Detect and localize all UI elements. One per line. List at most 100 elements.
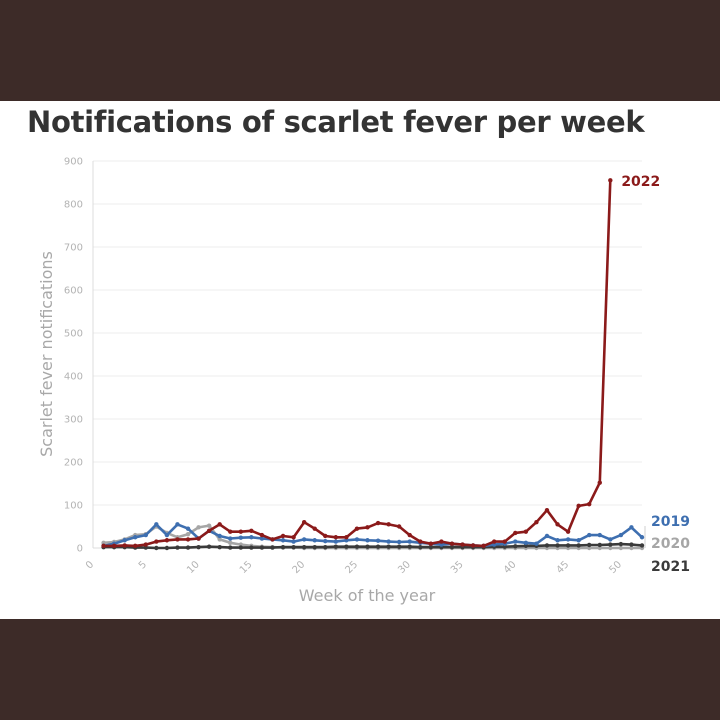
data-point — [365, 525, 370, 530]
data-point — [618, 532, 624, 538]
data-point — [133, 535, 138, 540]
data-point — [534, 520, 539, 525]
data-point — [513, 530, 518, 536]
data-point — [534, 541, 539, 546]
data-point — [629, 542, 634, 547]
data-point — [386, 539, 391, 544]
data-point — [513, 539, 518, 544]
data-point — [481, 543, 486, 549]
data-point — [597, 545, 602, 551]
grid — [93, 160, 642, 506]
data-point — [565, 537, 571, 542]
data-point — [238, 529, 244, 534]
data-point — [301, 520, 307, 525]
y-tick-label: 500 — [64, 329, 83, 340]
data-point — [228, 545, 233, 550]
data-point — [344, 544, 349, 549]
data-point — [185, 537, 191, 542]
data-point — [280, 538, 286, 543]
data-point — [375, 520, 381, 526]
data-point — [259, 545, 265, 550]
data-point — [544, 543, 550, 548]
data-point — [418, 539, 423, 544]
data-point — [407, 539, 412, 544]
data-point — [164, 545, 170, 551]
data-point — [185, 532, 191, 537]
data-point — [544, 533, 550, 539]
y-axis-ticks: 0 100 200 300 400 500 600 700 800 900 — [64, 157, 83, 555]
data-point — [396, 544, 402, 549]
data-point — [597, 542, 602, 548]
data-point — [291, 544, 296, 550]
data-point — [344, 538, 349, 543]
x-tick-label: 30 — [396, 559, 413, 576]
data-point — [206, 523, 212, 528]
data-point — [565, 543, 571, 548]
data-point — [502, 544, 507, 549]
series-2021 — [101, 541, 645, 551]
data-point — [576, 503, 581, 509]
data-point — [301, 544, 307, 550]
data-point — [491, 542, 497, 547]
data-point — [133, 543, 138, 549]
data-point — [238, 542, 244, 547]
data-point — [502, 539, 507, 544]
series-label-2019: 2019 — [651, 514, 690, 530]
data-point — [333, 544, 339, 549]
x-tick-label: 50 — [607, 559, 624, 576]
data-point — [439, 542, 444, 547]
data-point — [228, 536, 233, 541]
data-point — [217, 537, 222, 542]
data-point — [143, 545, 148, 550]
x-tick-label: 40 — [502, 559, 519, 576]
data-point — [206, 528, 212, 533]
data-point — [280, 533, 286, 539]
data-point — [323, 538, 328, 544]
data-point — [639, 543, 645, 548]
data-point — [449, 541, 455, 546]
series-labels: 2020 2021 2019 2022 — [621, 174, 690, 575]
data-point — [523, 540, 529, 546]
data-point — [565, 529, 571, 534]
data-point — [386, 544, 391, 549]
data-point — [175, 522, 180, 527]
data-point — [249, 545, 254, 550]
data-point — [608, 542, 613, 547]
data-point — [143, 532, 148, 538]
data-point — [228, 529, 233, 534]
series-label-2020: 2020 — [651, 536, 690, 552]
data-point — [418, 544, 423, 550]
data-point — [196, 536, 201, 541]
data-point — [618, 545, 624, 551]
data-point — [344, 535, 349, 540]
data-point — [428, 544, 434, 550]
data-point — [608, 537, 613, 542]
x-tick-label: 5 — [137, 559, 149, 571]
data-point — [217, 533, 222, 539]
data-point — [386, 522, 391, 527]
x-tick-label: 35 — [449, 559, 466, 576]
y-tick-label: 100 — [64, 501, 83, 512]
data-point — [439, 539, 444, 544]
series-line-2022 — [103, 180, 612, 548]
data-point — [280, 544, 286, 550]
chart-card: Notifications of scarlet fever per week … — [0, 101, 720, 619]
series-2022 — [101, 178, 613, 549]
series-group — [101, 178, 645, 551]
y-tick-label: 800 — [64, 200, 83, 211]
y-tick-label: 600 — [64, 286, 83, 297]
data-point — [396, 524, 402, 529]
series-line-2021 — [103, 542, 643, 550]
data-point — [608, 178, 613, 183]
data-point — [523, 543, 529, 549]
y-axis-title: Scarlet fever notifications — [37, 251, 56, 457]
series-line-2019 — [103, 523, 643, 548]
data-point — [228, 540, 233, 546]
data-point — [396, 539, 402, 545]
series-label-2022: 2022 — [621, 174, 660, 190]
data-point — [206, 544, 212, 549]
data-point — [122, 543, 127, 548]
data-point — [576, 543, 581, 548]
data-point — [323, 544, 328, 550]
data-point — [608, 545, 613, 551]
